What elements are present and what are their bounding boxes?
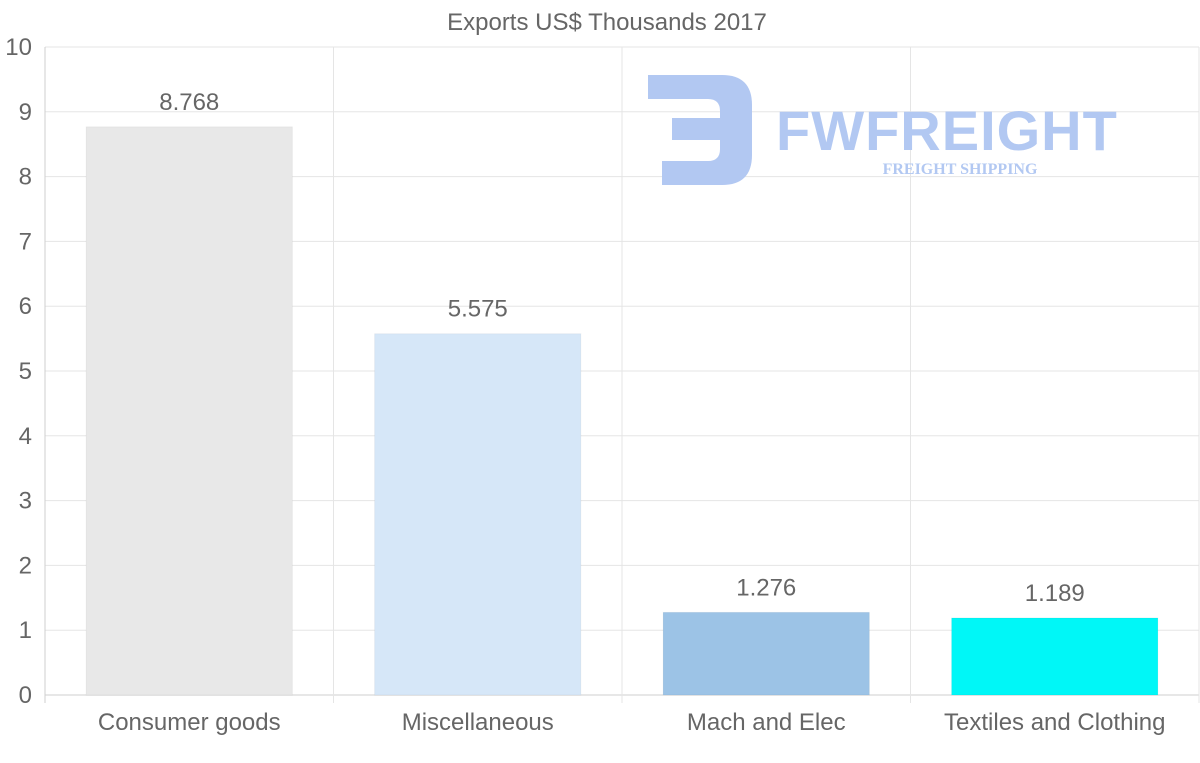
watermark-name: FWFREIGHT bbox=[776, 99, 1118, 162]
y-tick-label: 9 bbox=[19, 99, 32, 126]
y-tick-label: 10 bbox=[5, 34, 32, 61]
data-label: 5.575 bbox=[448, 296, 508, 323]
data-label: 1.189 bbox=[1025, 580, 1085, 607]
x-tick-label: Miscellaneous bbox=[402, 709, 554, 736]
data-labels: 8.768 5.575 1.276 1.189 bbox=[159, 89, 1085, 607]
x-tick-label: Consumer goods bbox=[98, 709, 281, 736]
y-tick-label: 1 bbox=[19, 617, 32, 644]
y-axis-ticks: 0 1 2 3 4 5 6 7 8 9 10 bbox=[5, 34, 32, 709]
data-label: 1.276 bbox=[736, 574, 796, 601]
bar-consumer-goods[interactable] bbox=[85, 126, 293, 696]
watermark-mark-icon bbox=[648, 75, 752, 185]
x-axis-ticks: Consumer goods Miscellaneous Mach and Elec… bbox=[98, 709, 1166, 736]
watermark-tagline: FREIGHT SHIPPING bbox=[883, 161, 1038, 178]
bars bbox=[85, 126, 1159, 696]
y-tick-label: 8 bbox=[19, 164, 32, 191]
y-tick-label: 7 bbox=[19, 228, 32, 255]
x-tick-label: Textiles and Clothing bbox=[944, 709, 1165, 736]
chart-title: Exports US$ Thousands 2017 bbox=[447, 9, 767, 36]
y-tick-label: 3 bbox=[19, 488, 32, 515]
x-tick-label: Mach and Elec bbox=[687, 709, 846, 736]
watermark-logo: FWFREIGHT FREIGHT SHIPPING bbox=[648, 75, 1118, 185]
y-tick-label: 4 bbox=[19, 423, 32, 450]
y-tick-label: 6 bbox=[19, 293, 32, 320]
y-tick-label: 5 bbox=[19, 358, 32, 385]
y-tick-label: 2 bbox=[19, 552, 32, 579]
y-tick-label: 0 bbox=[19, 682, 32, 709]
bar-mach-and-elec[interactable] bbox=[662, 611, 870, 696]
bar-miscellaneous[interactable] bbox=[374, 333, 582, 696]
data-label: 8.768 bbox=[159, 89, 219, 116]
bar-textiles-and-clothing[interactable] bbox=[951, 617, 1159, 696]
